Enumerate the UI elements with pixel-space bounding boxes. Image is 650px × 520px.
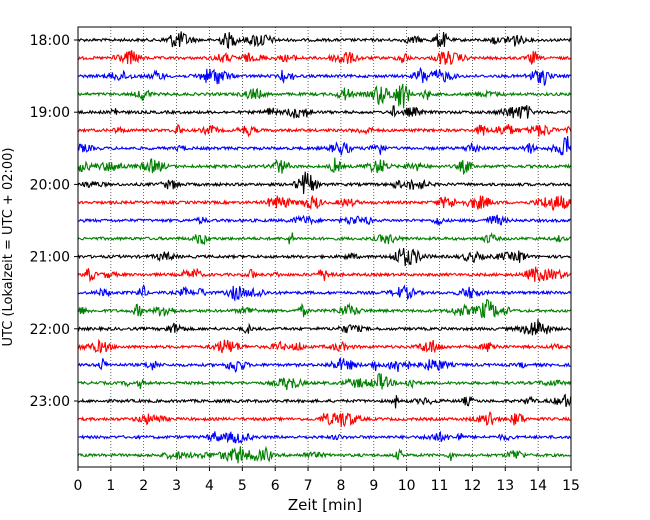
x-axis-ticks: 0 1 2 3 4 5 6 7 8 9 10 11 12 13 14 15 — [74, 467, 580, 494]
trace-1945 — [77, 157, 572, 176]
y-tick-label-2: 20:00 — [30, 177, 70, 193]
trace-2130 — [77, 284, 572, 302]
y-tick-label-3: 21:00 — [30, 250, 70, 266]
trace-2100 — [77, 247, 571, 267]
vertical-grid — [110, 27, 539, 467]
y-tick-label-1: 19:00 — [30, 105, 70, 121]
x-tick-label-2: 2 — [139, 478, 148, 494]
trace-2045 — [77, 231, 572, 246]
x-tick-label-5: 5 — [238, 478, 247, 494]
x-tick-label-7: 7 — [304, 478, 313, 494]
x-tick-label-0: 0 — [74, 478, 83, 494]
x-tick-label-10: 10 — [398, 478, 416, 494]
trace-2230 — [77, 357, 571, 374]
trace-2215 — [77, 338, 572, 354]
y-tick-label-5: 23:00 — [30, 394, 70, 410]
traces-group — [77, 31, 572, 464]
x-tick-label-15: 15 — [562, 478, 580, 494]
x-tick-label-8: 8 — [336, 478, 345, 494]
trace-2030 — [77, 214, 572, 226]
plot-frame — [77, 26, 572, 468]
trace-1815 — [77, 50, 572, 66]
trace-2300 — [77, 393, 572, 409]
x-axis-label: Zeit [min] — [288, 496, 362, 514]
trace-2000 — [77, 171, 572, 195]
trace-2015 — [77, 194, 572, 211]
x-tick-label-9: 9 — [369, 478, 378, 494]
y-axis-ticks: 18:00 19:00 20:00 21:00 22:00 23:00 — [30, 33, 78, 410]
trace-1915 — [77, 123, 572, 138]
x-tick-label-14: 14 — [529, 478, 547, 494]
x-tick-label-12: 12 — [463, 478, 481, 494]
trace-2245 — [77, 373, 572, 390]
y-tick-label-4: 22:00 — [30, 322, 70, 338]
x-tick-label-4: 4 — [205, 478, 214, 494]
x-tick-label-13: 13 — [496, 478, 514, 494]
trace-1800 — [78, 31, 572, 50]
x-tick-label-6: 6 — [271, 478, 280, 494]
trace-1830 — [77, 66, 572, 86]
x-tick-label-1: 1 — [106, 478, 115, 494]
trace-2200 — [77, 319, 572, 336]
trace-2145 — [77, 298, 572, 319]
plot-background — [78, 27, 571, 467]
trace-2330 — [77, 430, 572, 445]
x-tick-label-3: 3 — [172, 478, 181, 494]
x-tick-label-11: 11 — [431, 478, 449, 494]
trace-2315 — [77, 411, 571, 427]
trace-2345 — [77, 445, 572, 464]
trace-2115 — [77, 266, 572, 283]
trace-1930 — [77, 136, 572, 156]
trace-1900 — [77, 105, 572, 119]
trace-1845 — [77, 83, 572, 109]
y-tick-label-0: 18:00 — [30, 33, 70, 49]
y-axis-label: UTC (Lokalzeit = UTC + 02:00) — [1, 148, 16, 347]
